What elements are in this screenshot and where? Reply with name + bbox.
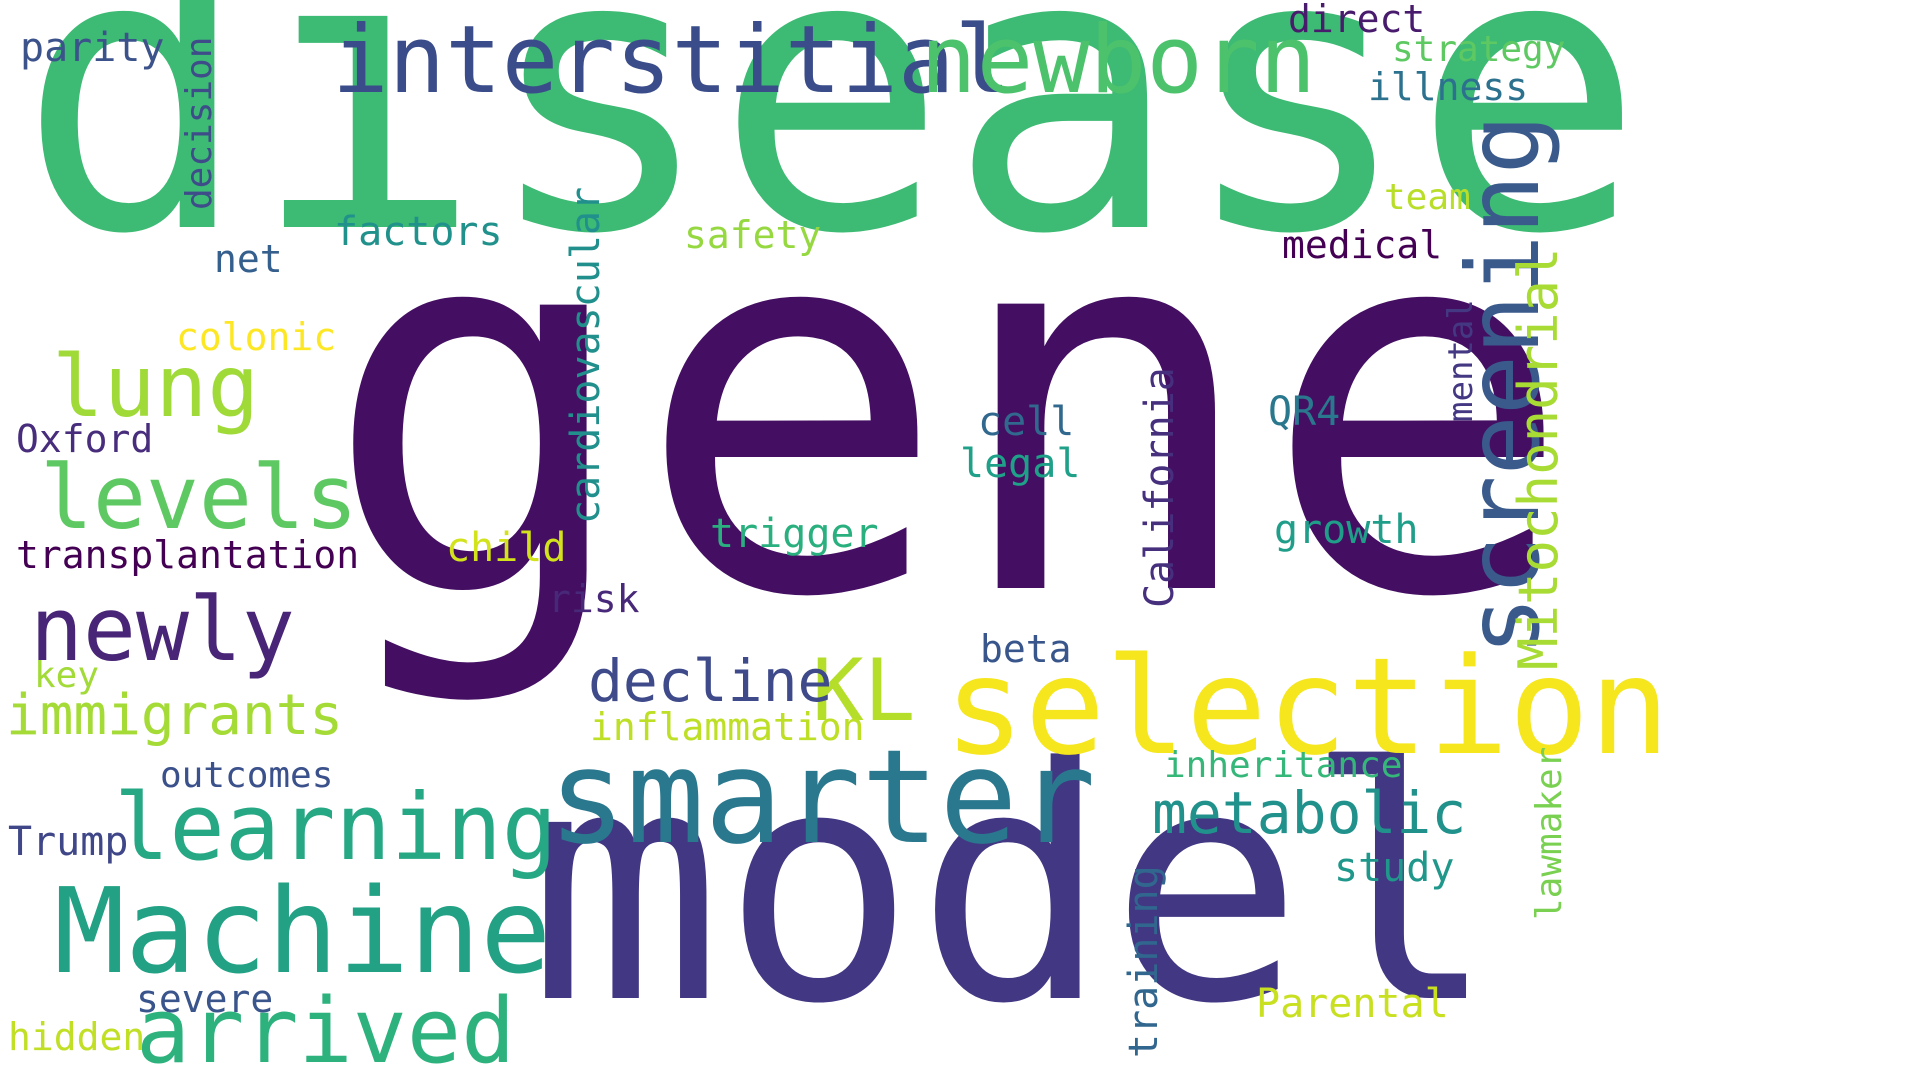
word-smarter: smarter (548, 721, 1096, 873)
word-oxford: Oxford (16, 417, 154, 461)
word-hidden: hidden (8, 1015, 146, 1059)
word-net: net (214, 237, 283, 281)
word-study: study (1334, 845, 1455, 891)
word-selection: selection (944, 629, 1671, 785)
word-parental: Parental (1256, 981, 1449, 1027)
word-cell: cell (978, 399, 1075, 445)
word-parity: parity (20, 25, 165, 71)
word-team: team (1384, 177, 1471, 218)
word-mental: mental (1441, 299, 1481, 422)
word-training: training (1121, 865, 1167, 1058)
word-machine: Machine (54, 862, 552, 1000)
word-kl: KL (812, 641, 916, 741)
word-trump: Trump (8, 819, 129, 865)
word-newly: newly (30, 578, 295, 681)
word-colonic: colonic (176, 315, 337, 359)
word-disease: disease (18, 0, 1645, 319)
word-child: child (446, 525, 567, 571)
word-newborn: newborn (920, 6, 1317, 115)
word-trigger: trigger (710, 511, 879, 557)
word-safety: safety (684, 213, 822, 257)
word-levels: levels (40, 446, 358, 549)
word-interstitial: interstitial (332, 6, 1012, 115)
word-legal: legal (960, 441, 1081, 487)
word-risk: risk (548, 577, 640, 621)
word-outcomes: outcomes (160, 755, 334, 796)
word-model: model (528, 699, 1498, 1074)
word-lawmaker: lawmaker (1529, 746, 1570, 920)
word-transplantation: transplantation (16, 533, 360, 577)
word-decline: decline (588, 647, 833, 715)
word-strategy: strategy (1392, 29, 1566, 70)
word-immigrants: immigrants (6, 683, 344, 748)
word-cardiovascular: cardiovascular (563, 186, 609, 524)
word-growth: growth (1274, 507, 1419, 553)
word-lung: lung (52, 337, 260, 437)
word-key: key (34, 655, 100, 696)
word-learning: learning (114, 774, 558, 881)
word-direct: direct (1288, 0, 1426, 41)
word-illness: illness (1368, 65, 1529, 109)
word-mitochondrial: Mitochondrial (1507, 247, 1570, 670)
word-metabolic: metabolic (1152, 779, 1467, 847)
word-inflammation: inflammation (590, 705, 865, 749)
word-qr4: QR4 (1268, 389, 1341, 435)
word-severe: severe (136, 977, 274, 1021)
word-arrived: arrived (136, 979, 516, 1084)
word-decision: decision (179, 36, 220, 210)
word-california: California (1137, 367, 1183, 608)
word-factors: factors (334, 209, 503, 255)
word-beta: beta (980, 627, 1072, 671)
word-medical: medical (1282, 223, 1443, 267)
word-inheritance: inheritance (1164, 745, 1403, 786)
word-gene: gene (322, 105, 1575, 711)
